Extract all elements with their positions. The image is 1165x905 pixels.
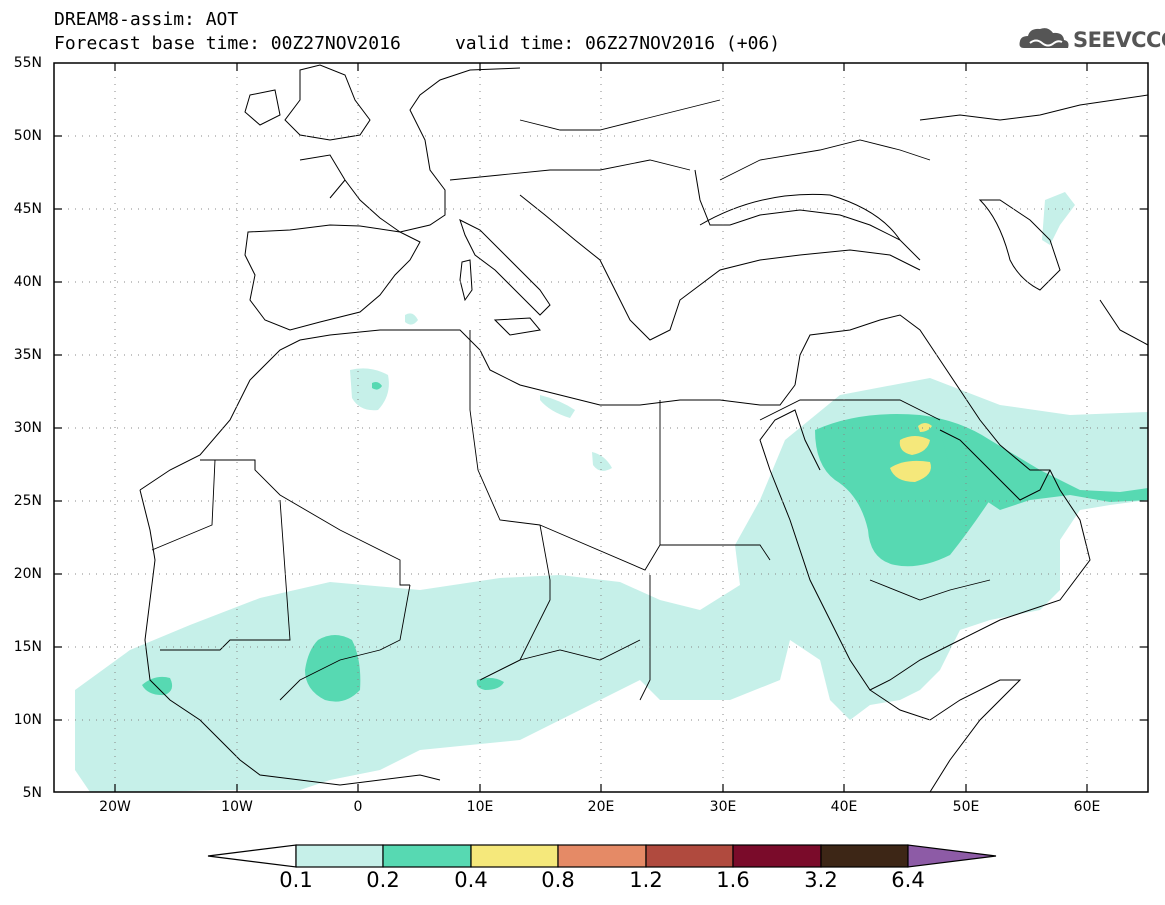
lat-label: 10N xyxy=(13,712,42,728)
cloud-icon xyxy=(1019,28,1069,48)
lat-label: 45N xyxy=(13,201,42,217)
lon-label: 60E xyxy=(1073,799,1101,815)
ticks xyxy=(54,63,1148,792)
logo-text: SEEVCCC xyxy=(1073,28,1165,52)
lat-label: 30N xyxy=(13,420,42,436)
lon-label: 50E xyxy=(952,799,980,815)
lon-label: 0 xyxy=(353,799,363,815)
aot-shading xyxy=(75,192,1148,792)
colorbar-bin-4 xyxy=(557,844,647,868)
colorbar-high-arrow xyxy=(907,844,997,868)
lat-label: 55N xyxy=(13,55,42,71)
lon-label: 20E xyxy=(587,799,615,815)
lon-label: 20W xyxy=(99,799,131,815)
lat-label: 15N xyxy=(13,639,42,655)
lat-label: 5N xyxy=(22,785,42,801)
colorbar-bin-6 xyxy=(732,844,822,868)
lon-label: 10E xyxy=(466,799,494,815)
map-title: DREAM8-assim: AOT xyxy=(54,9,239,30)
seevccc-logo: SEEVCCC xyxy=(1018,24,1165,56)
colorbar-label: 1.6 xyxy=(716,868,750,892)
colorbar xyxy=(207,844,997,868)
colorbar-bin-3 xyxy=(470,844,559,868)
colorbar-label: 6.4 xyxy=(891,868,925,892)
lat-label: 50N xyxy=(13,128,42,144)
colorbar-bin-7 xyxy=(820,844,909,868)
colorbar-label: 1.2 xyxy=(629,868,663,892)
colorbar-label: 0.2 xyxy=(366,868,400,892)
colorbar-label: 3.2 xyxy=(804,868,838,892)
lon-label: 30E xyxy=(709,799,737,815)
colorbar-low-arrow xyxy=(207,844,297,868)
grid xyxy=(54,63,1148,792)
colorbar-bin-5 xyxy=(645,844,734,868)
lat-label: 35N xyxy=(13,347,42,363)
lat-label: 20N xyxy=(13,566,42,582)
colorbar-bin-2 xyxy=(382,844,472,868)
borders xyxy=(151,99,991,701)
lat-label: 25N xyxy=(13,493,42,509)
forecast-times: Forecast base time: 00Z27NOV2016 valid t… xyxy=(54,33,781,54)
lon-label: 40E xyxy=(830,799,858,815)
colorbar-label: 0.8 xyxy=(541,868,575,892)
colorbar-bin-1 xyxy=(295,844,384,868)
lon-label: 10W xyxy=(221,799,253,815)
lat-label: 40N xyxy=(13,274,42,290)
colorbar-label: 0.1 xyxy=(279,868,313,892)
colorbar-label: 0.4 xyxy=(454,868,488,892)
